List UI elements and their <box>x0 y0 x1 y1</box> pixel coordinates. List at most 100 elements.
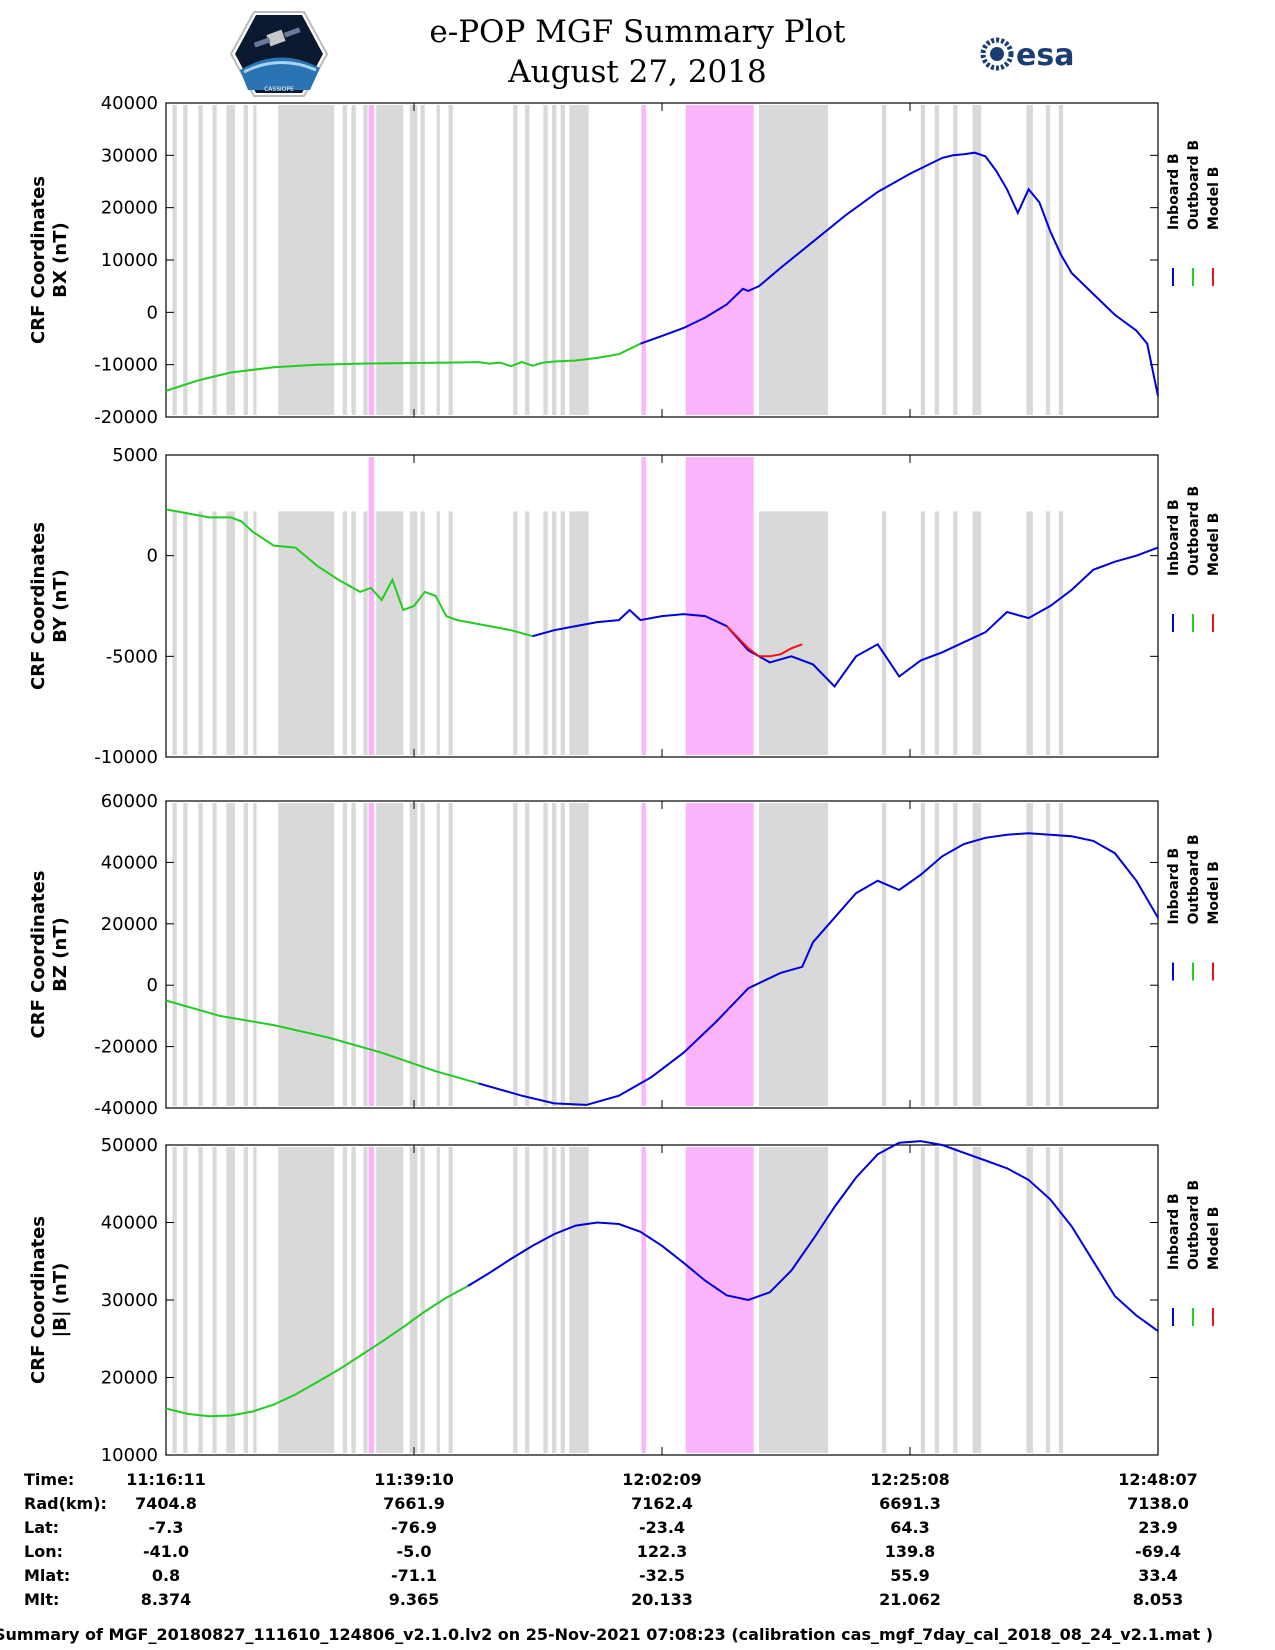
ephemeris-value: 7162.4 <box>631 1494 693 1513</box>
ephemeris-value: 139.8 <box>884 1542 936 1561</box>
gray-band <box>183 1147 188 1453</box>
legend-entry: Inboard B <box>1166 848 1182 925</box>
series-line-inboard-b <box>478 832 1159 1106</box>
gray-band <box>226 105 236 415</box>
series-line-model-b <box>725 625 803 658</box>
ephemeris-label: Mlt: <box>24 1590 60 1609</box>
gray-band <box>569 105 589 415</box>
series-line-outboard-b <box>165 999 479 1085</box>
gray-band <box>953 803 958 1106</box>
gray-band <box>934 511 940 755</box>
y-tick-label: 0 <box>147 975 158 996</box>
gray-band <box>448 803 453 1106</box>
y-tick-label: -10000 <box>94 747 158 768</box>
ephemeris-value: 11:16:11 <box>126 1470 206 1489</box>
series-line-outboard-b <box>165 342 641 392</box>
gray-band <box>1045 511 1051 755</box>
plot-title: e-POP MGF Summary Plot <box>429 14 846 50</box>
gray-band <box>351 803 356 1106</box>
pink-band <box>685 803 754 1106</box>
gray-band <box>436 1147 440 1453</box>
gray-band <box>543 105 548 415</box>
ephemeris-value: -41.0 <box>142 1542 190 1561</box>
ephemeris-label: Time: <box>24 1470 75 1489</box>
legend-entry: Inboard B <box>1166 499 1182 576</box>
gray-band <box>1058 105 1064 415</box>
ephemeris-value: 12:25:08 <box>870 1470 950 1489</box>
gray-band <box>278 803 335 1106</box>
gray-band <box>1045 1147 1051 1453</box>
gray-band <box>934 1147 940 1453</box>
pink-band <box>641 1147 646 1453</box>
gray-band <box>1058 1147 1064 1453</box>
gray-band <box>278 511 335 755</box>
gray-band <box>953 511 958 755</box>
gray-band <box>448 511 453 755</box>
gray-band <box>953 1147 958 1453</box>
gray-band <box>552 511 557 755</box>
gray-band <box>376 105 404 415</box>
ephemeris-table: Time: 11:16:11 11:39:10 12:02:09 12:25:08 12:… <box>0 1470 1275 1620</box>
ephemeris-value: 7661.9 <box>383 1494 445 1513</box>
gray-band <box>513 105 518 415</box>
gray-band <box>363 511 368 755</box>
gray-band <box>243 511 248 755</box>
plot-date: August 27, 2018 <box>508 54 767 90</box>
gray-band <box>972 803 982 1106</box>
gray-band <box>342 1147 348 1453</box>
ephemeris-value: 12:02:09 <box>622 1470 702 1489</box>
gray-band <box>243 105 248 415</box>
gray-band <box>172 105 177 415</box>
gray-band <box>881 1147 887 1453</box>
ephemeris-label: Lon: <box>24 1542 63 1561</box>
gray-band <box>409 105 418 415</box>
gray-band <box>351 105 356 415</box>
gray-band <box>243 1147 248 1453</box>
y-axis-label: BX (nT) <box>50 222 71 297</box>
gray-band <box>1026 511 1033 755</box>
ephemeris-value: -69.4 <box>1134 1542 1182 1561</box>
ephemeris-row: Mlt: 8.374 9.365 20.133 21.062 8.053 <box>0 1590 1275 1614</box>
gray-band <box>409 511 418 755</box>
gray-band <box>183 105 188 415</box>
gray-band <box>1026 105 1033 415</box>
cassiope-logo: CASSIOPE <box>230 11 328 97</box>
gray-band <box>972 1147 982 1453</box>
gray-band <box>1026 1147 1033 1453</box>
panel-bz: -40000 -20000 0 20000 40000 60000 CRF Coordina… <box>28 791 1222 1119</box>
gray-band <box>560 803 565 1106</box>
gray-band <box>198 105 203 415</box>
gray-band <box>920 511 926 755</box>
gray-band <box>436 803 440 1106</box>
ephemeris-label: Mlat: <box>24 1566 71 1585</box>
gray-band <box>363 1147 368 1453</box>
ephemeris-value: 33.4 <box>1138 1566 1178 1585</box>
ephemeris-row: Time: 11:16:11 11:39:10 12:02:09 12:25:08 12:… <box>0 1470 1275 1494</box>
esa-logo: esa <box>980 37 1074 73</box>
gray-band <box>513 511 518 755</box>
gray-band <box>569 803 589 1106</box>
gray-band <box>569 1147 589 1453</box>
ephemeris-value: 0.8 <box>151 1566 181 1585</box>
gray-band <box>560 511 565 755</box>
ephemeris-value: 7404.8 <box>135 1494 197 1513</box>
gray-band <box>972 511 982 755</box>
gray-band <box>363 105 368 415</box>
gray-band <box>759 105 829 415</box>
panel-bx: -20000 -10000 0 10000 20000 30000 40000 CRF Coo… <box>28 93 1222 428</box>
gray-band <box>278 105 335 415</box>
ephemeris-value: -23.4 <box>638 1518 686 1537</box>
gray-band <box>363 803 368 1106</box>
gray-band <box>253 803 257 1106</box>
gray-band <box>552 803 557 1106</box>
gray-band <box>198 511 203 755</box>
ephemeris-value: 6691.3 <box>879 1494 941 1513</box>
gray-band <box>226 803 236 1106</box>
gray-band <box>212 1147 217 1453</box>
gray-band <box>376 803 404 1106</box>
gray-band <box>759 803 829 1106</box>
gray-band <box>409 1147 418 1453</box>
ephemeris-value: 21.062 <box>879 1590 941 1609</box>
footer-text: Summary of MGF_20180827_111610_124806_v2… <box>0 1625 1214 1644</box>
gray-band <box>351 1147 356 1453</box>
